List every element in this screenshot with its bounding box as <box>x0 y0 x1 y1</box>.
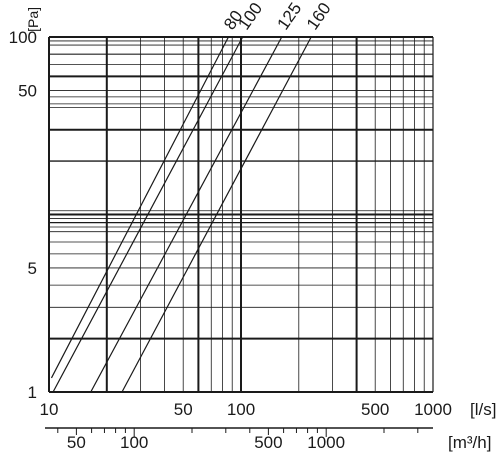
series-line-80 <box>50 36 229 379</box>
x2-unit-label: [m³/h] <box>448 433 491 452</box>
x-tick-label: 100 <box>227 400 255 419</box>
series-line-100 <box>52 36 244 393</box>
x-tick-label: 1000 <box>414 400 452 419</box>
x2-tick-label: 100 <box>120 433 148 452</box>
y-tick-label: 50 <box>18 81 37 100</box>
series-line-125 <box>90 36 283 393</box>
x2-tick-label: 50 <box>67 433 86 452</box>
x-tick-label: 500 <box>361 400 389 419</box>
y-tick-label: 100 <box>9 28 37 47</box>
x-tick-label: 10 <box>40 400 59 419</box>
series-lines <box>50 36 312 393</box>
grid <box>45 36 434 437</box>
series-label: 125 <box>273 0 305 33</box>
y-tick-label: 5 <box>28 259 37 278</box>
x-unit-label: [l/s] <box>470 400 496 419</box>
x-tick-label: 50 <box>174 400 193 419</box>
series-label: 160 <box>303 0 335 33</box>
y-unit-label: [Pa] <box>25 7 41 32</box>
y-tick-label: 1 <box>28 383 37 402</box>
x2-tick-label: 500 <box>254 433 282 452</box>
series-line-160 <box>121 36 312 393</box>
x2-tick-label: 1000 <box>307 433 345 452</box>
